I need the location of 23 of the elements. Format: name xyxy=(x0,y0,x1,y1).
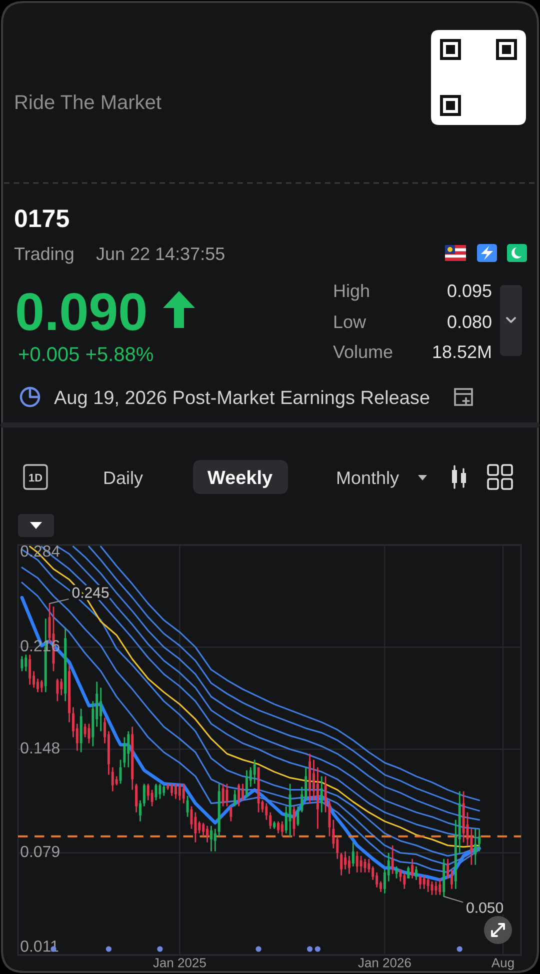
text: +0.005 +5.88% xyxy=(18,347,153,362)
text: Low xyxy=(334,316,366,328)
y-tick-label: 0.148 xyxy=(20,742,60,754)
x-tick-label: Jan 2025 xyxy=(153,958,206,968)
text: 18.52M xyxy=(433,345,491,358)
text: Monthly xyxy=(337,470,399,488)
text: Volume xyxy=(333,344,392,358)
text: High xyxy=(334,284,369,301)
text: Trading xyxy=(14,246,74,264)
text: Daily xyxy=(104,470,143,488)
text: Ride The Market xyxy=(16,94,162,110)
annotation: 0.050 xyxy=(466,902,504,913)
x-tick-label: Jan 2026 xyxy=(358,958,411,968)
text: 0.095 xyxy=(448,284,492,298)
y-tick-label: 0.079 xyxy=(20,846,60,858)
x-tick-label: Aug xyxy=(491,958,514,970)
text: 0.090 xyxy=(17,292,146,331)
text: Aug 19, 2026 Post-Market Earnings Release xyxy=(54,390,430,408)
text: Weekly xyxy=(207,470,272,488)
text: Jun 22 14:37:55 xyxy=(96,247,224,260)
text: 1D xyxy=(29,474,42,482)
text: 0.080 xyxy=(448,315,492,328)
chart-title: 0175 xyxy=(14,210,69,228)
